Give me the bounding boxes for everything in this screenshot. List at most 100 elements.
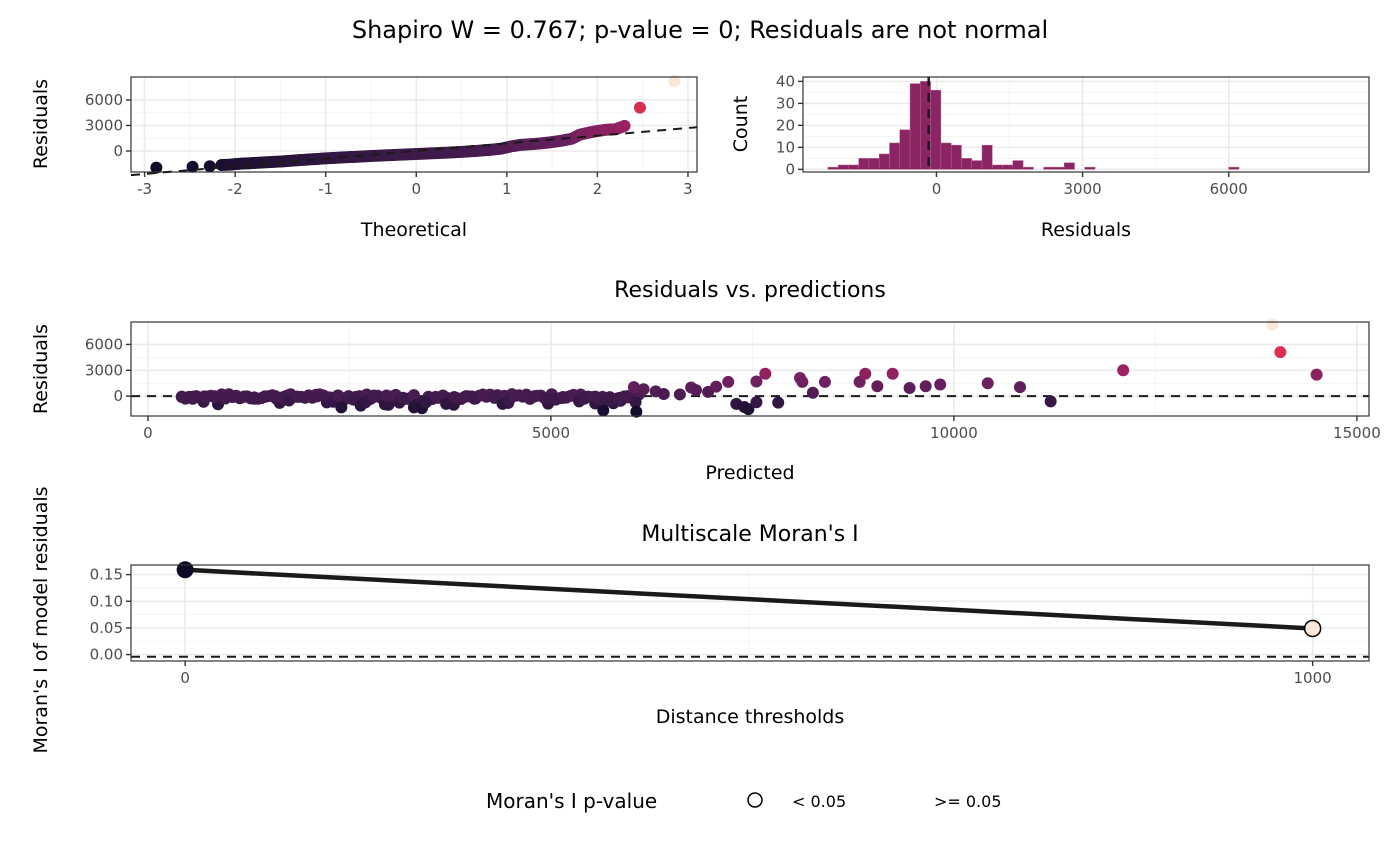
hist-x-label: Residuals [1041,219,1131,241]
hist-bar [878,153,890,170]
y-tick-label: 0.05 [90,619,123,637]
qq-x-label: Theoretical [360,219,467,241]
rp-point [871,380,884,393]
rp-point [589,390,602,403]
hist-bar [858,158,870,170]
rp-point [722,375,735,388]
x-tick-label: 10000 [930,424,978,442]
y-tick-label: 0 [113,387,123,405]
hist-bar [1084,166,1096,170]
hist-bar [1002,164,1014,170]
hist-bar [930,89,942,170]
x-tick-label: -1 [318,180,333,198]
rp-point [187,390,200,403]
rp-point [818,375,831,388]
rp-point [597,404,610,417]
histogram-panel: 0 3000 6000 0 10 20 30 40 Residuals Count [730,72,1370,241]
qq-point [150,161,163,174]
x-tick-label: 0 [143,424,153,442]
qq-panel-border [130,76,698,173]
rp-point [1266,318,1279,331]
rp-point [540,392,553,405]
rp-point [332,389,345,402]
rp-x-label: Predicted [705,462,794,484]
moran-x-label: Distance thresholds [656,706,845,728]
x-tick-label: 0 [180,669,190,687]
hist-bar [889,142,901,170]
rp-point [291,390,304,403]
y-tick-label: 3000 [85,116,123,134]
morans-i-panel: Multiscale Moran's I 0 1000 0.000.050.100… [30,486,1370,754]
rp-x-ticks: 0 5000 10000 15000 [143,416,1381,442]
rp-point [1044,395,1057,408]
rp-point [508,389,521,402]
rp-point [630,405,643,418]
rp-y-label: Residuals [30,324,52,414]
rp-point [673,388,686,401]
hist-bar [940,142,952,170]
qq-point [203,160,216,173]
qq-point [668,74,681,87]
rp-point [367,391,380,404]
rp-point [750,375,763,388]
rp-point [637,383,650,396]
rp-point [218,390,231,403]
figure-title: Shapiro W = 0.767; p-value = 0; Residual… [352,16,1048,44]
rp-point [258,390,271,403]
rp-point [603,393,616,406]
rp-title: Residuals vs. predictions [614,278,886,303]
hist-bar [848,164,859,170]
legend-item-label: < 0.05 [792,792,846,811]
y-tick-label: 0 [785,160,795,178]
residuals-vs-predictions-panel: Residuals vs. predictions 0 5000 10000 1500… [30,278,1381,484]
rp-point [710,380,723,393]
rp-point [198,390,211,403]
moran-series-line [185,567,1313,631]
moran-point [176,561,194,579]
rp-point [440,397,453,410]
legend-title: Moran's I p-value [486,789,657,813]
qq-plot-panel: -3 -2 -1 0 1 2 3 0 3000 6000 Theoretical Residua… [30,74,698,241]
moran-panel-border [130,564,1370,662]
y-tick-label: 10 [776,138,795,156]
hist-bar [981,144,993,170]
x-tick-label: 15000 [1333,424,1381,442]
rp-point [1117,364,1130,377]
hist-bar [868,158,880,170]
rp-point [448,391,461,404]
moran-y-ticks: 0.00 0.05 0.10 0.15 [90,566,131,664]
x-tick-label: 5000 [532,424,570,442]
hist-y-label: Count [730,96,752,152]
rp-point [689,384,702,397]
rp-point [796,375,809,388]
rp-point [476,389,489,402]
legend-key-open-circle [747,792,763,808]
rp-point [419,396,432,409]
hist-bar [909,83,921,170]
rp-point [1014,381,1027,394]
hist-bar [971,160,983,170]
hist-x-ticks: 0 3000 6000 [932,172,1248,198]
rp-point [248,392,261,405]
y-tick-label: 30 [776,94,795,112]
hist-bar [837,164,849,170]
moran-x-ticks: 0 1000 [180,661,1332,687]
rp-point [301,390,314,403]
rp-point [919,380,932,393]
hist-bar [1053,166,1065,170]
rp-point [772,396,785,409]
y-tick-label: 6000 [85,335,123,353]
qq-point [618,119,631,132]
x-tick-label: 3000 [1063,180,1101,198]
qq-y-ticks: 0 3000 6000 [85,91,131,160]
rp-point [380,389,393,402]
moran-gridlines [131,565,1369,661]
rp-point [1274,346,1287,359]
hist-y-ticks: 0 10 20 30 40 [776,72,803,178]
rp-point [238,390,251,403]
y-tick-label: 0.15 [90,566,123,584]
rp-point [228,390,241,403]
x-tick-label: 0 [411,180,421,198]
rp-panel-border [130,321,1370,417]
